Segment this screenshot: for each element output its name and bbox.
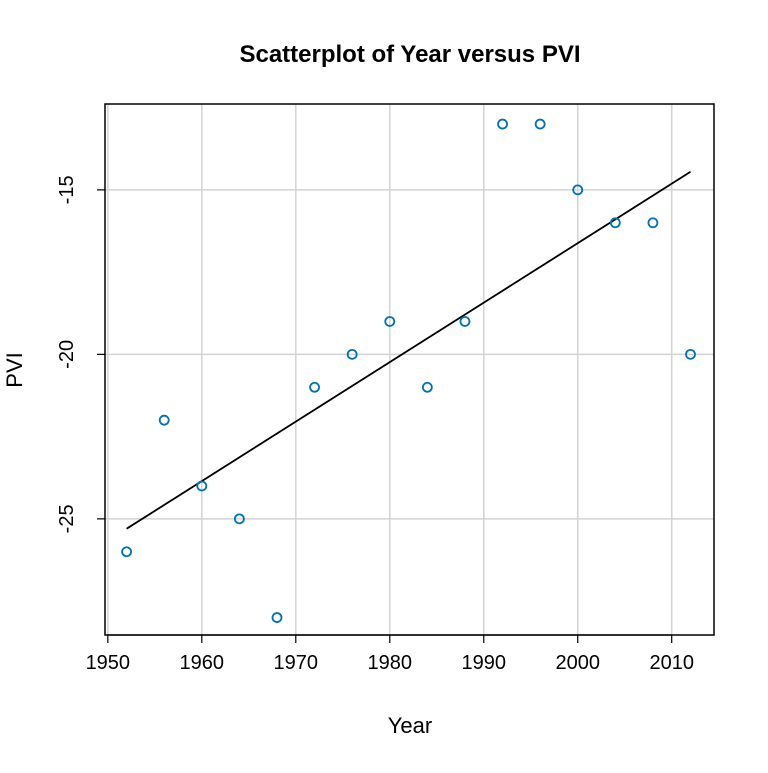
y-axis-label: PVI [2,352,27,387]
data-point [459,316,471,327]
data-point [309,381,320,393]
x-tick-label: 1980 [368,652,413,674]
x-tick-label: 2000 [555,652,600,674]
y-tick-label: -15 [56,175,78,204]
data-point [497,118,508,130]
y-tick-label: -25 [56,504,78,533]
data-point [609,217,621,229]
fit-line-group [126,171,691,530]
points-group [121,118,696,623]
data-point [384,316,396,327]
data-point [233,513,245,525]
x-tick-label: 1970 [274,652,319,674]
chart-title: Scatterplot of Year versus PVI [239,41,580,68]
data-point [346,348,358,360]
data-point [271,612,283,623]
x-axis-label: Year [388,713,432,738]
x-tick-label: 1990 [461,652,506,674]
data-point [421,381,433,393]
x-tick-label: 2010 [649,652,694,674]
data-point [647,217,659,229]
regression-line [126,171,691,530]
x-tick-label: 1950 [86,652,131,674]
plot-frame [104,103,715,636]
x-axis: 1950 1960 1970 1980 1990 2000 2010 [86,634,694,674]
data-point [534,118,546,130]
y-axis: -25 -20 -15 [56,175,105,533]
data-point [572,184,584,196]
data-point [121,546,133,558]
data-point [685,348,696,360]
x-tick-label: 1960 [180,652,225,674]
data-point [196,480,208,492]
data-point [158,414,170,426]
grid [105,104,714,635]
y-tick-label: -20 [56,340,78,369]
